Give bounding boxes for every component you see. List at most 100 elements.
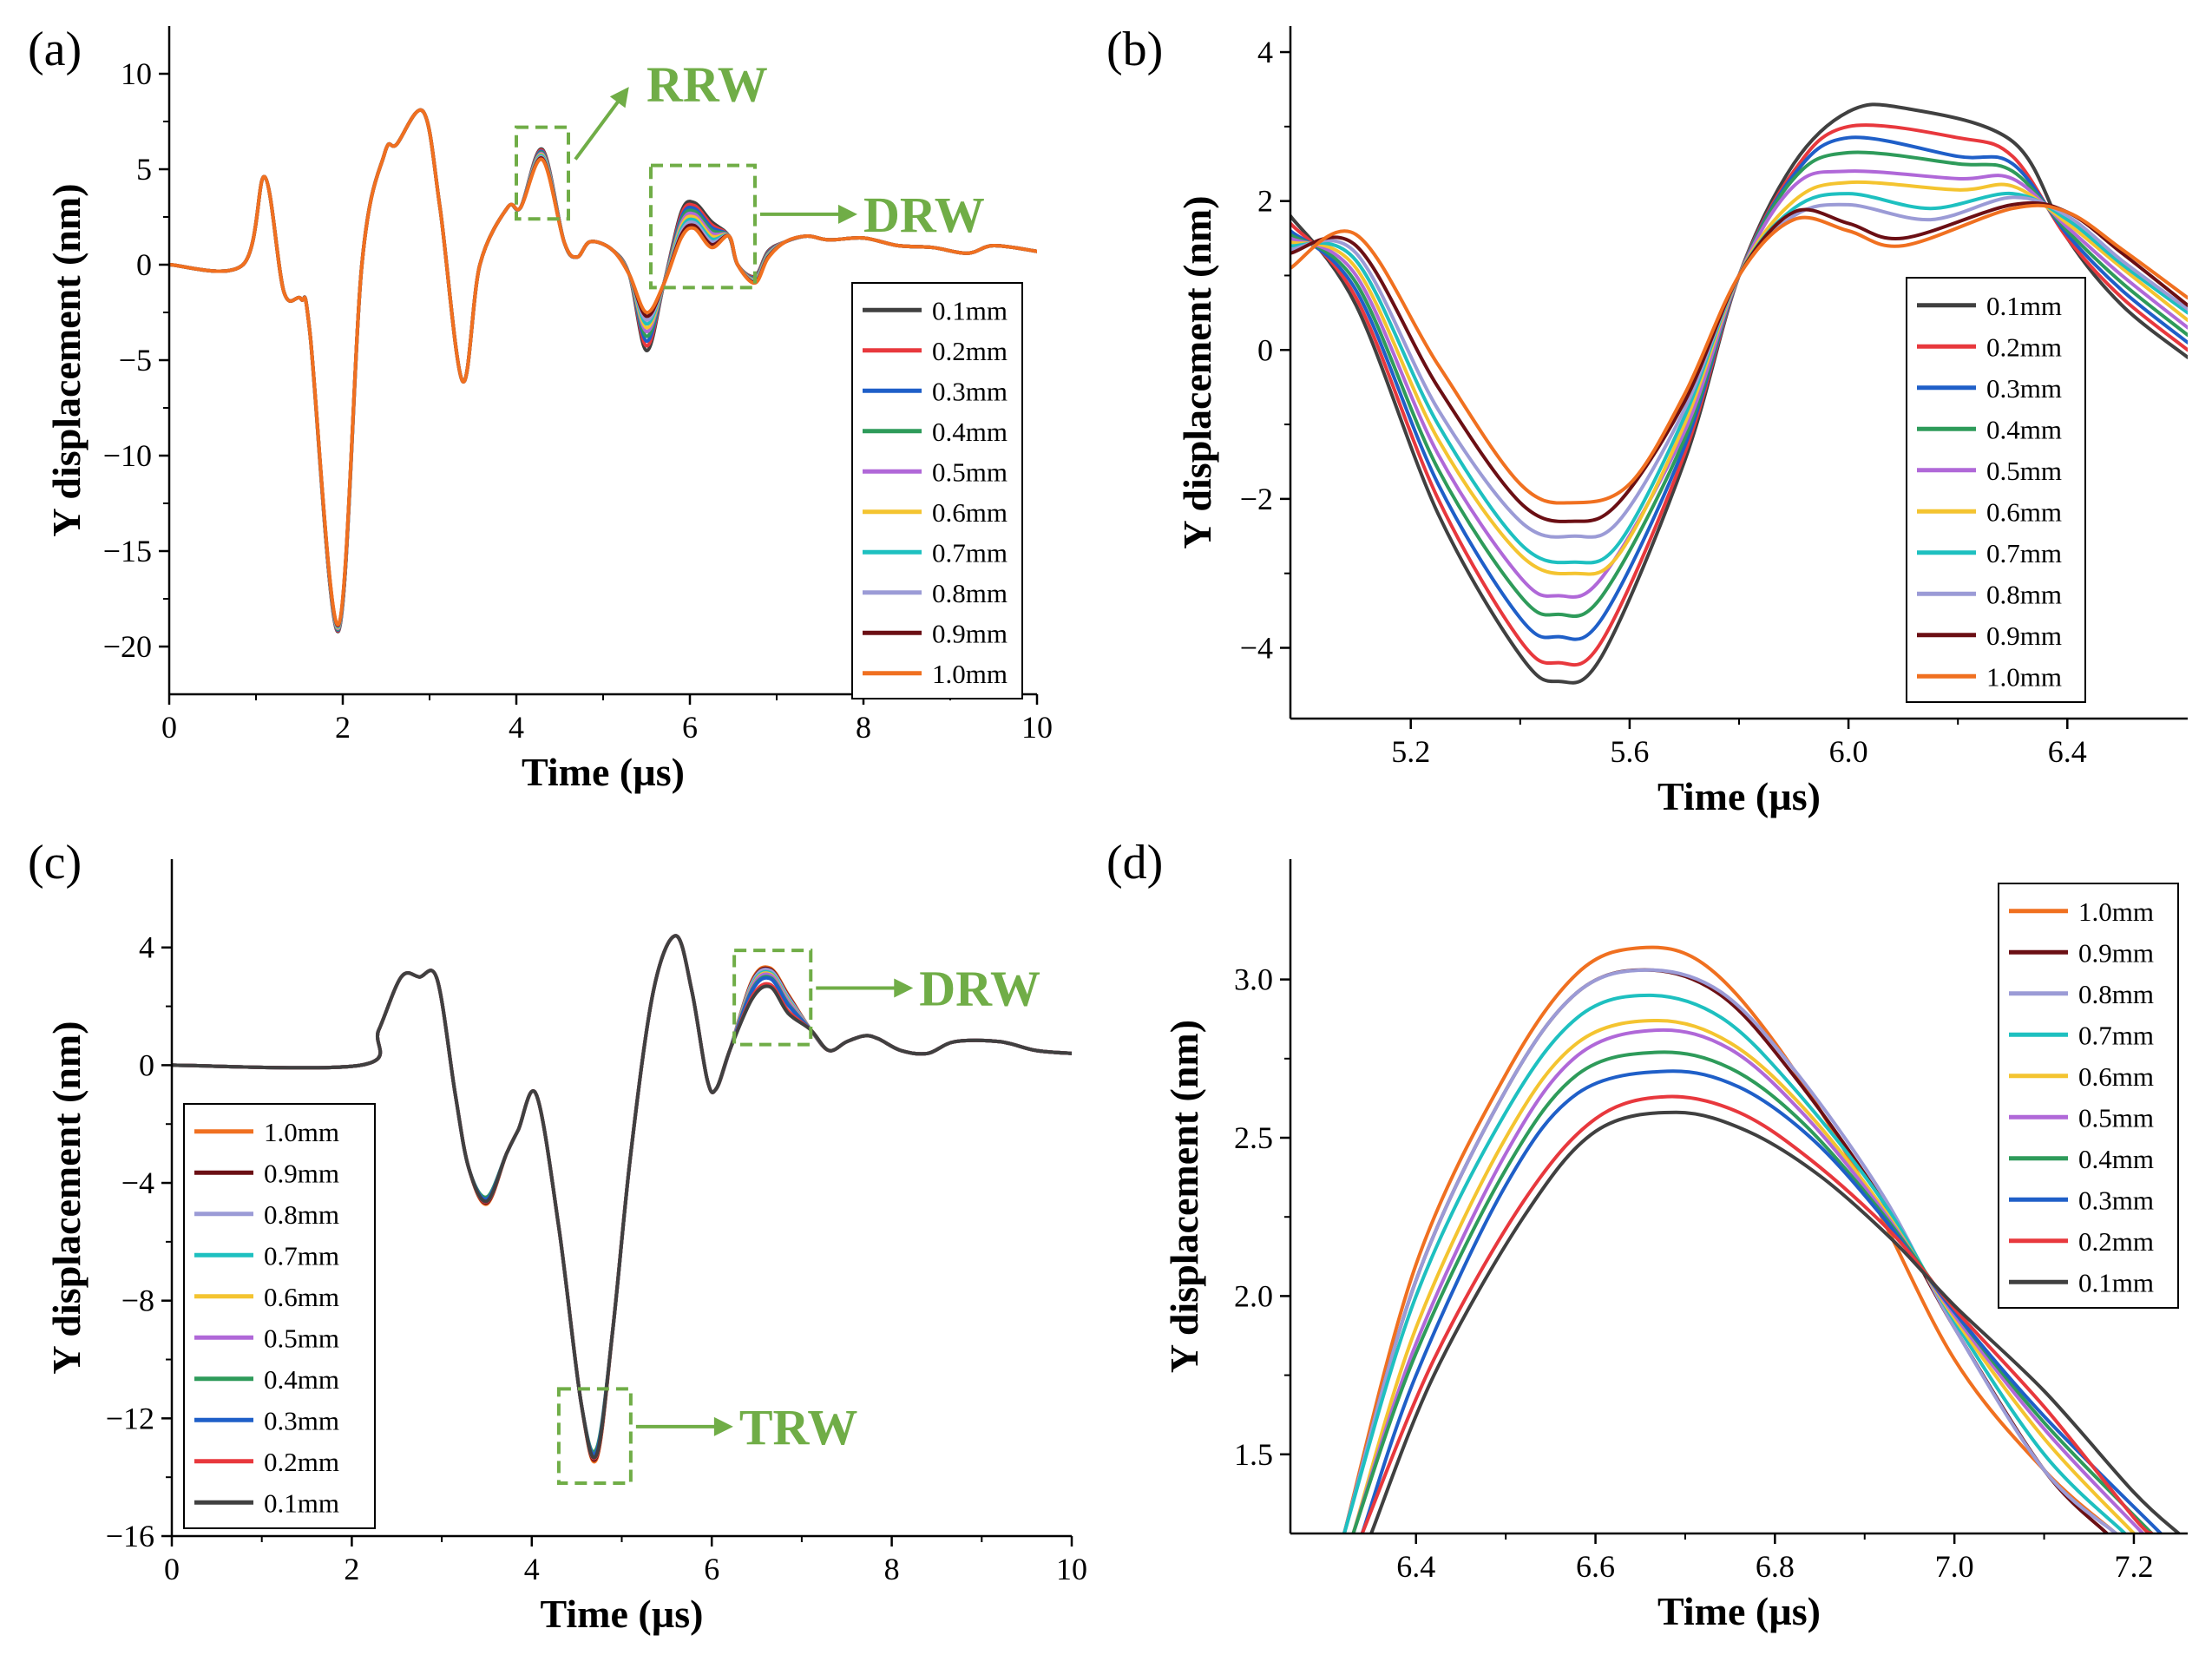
legend-item-label: 0.3mm [932, 376, 1008, 406]
series-line-0_1mm [1369, 1110, 2181, 1533]
legend: 1.0mm 0.9mm 0.8mm 0.7mm 0.6mm 0.5mm 0.4mm 0.3mm… [1998, 883, 2179, 1309]
series-line-0_6mm [1351, 1019, 2136, 1533]
x-tick-label: 5.6 [1610, 734, 1649, 769]
annotation-arrow-head [894, 978, 914, 998]
y-tick-label: −8 [121, 1284, 154, 1318]
legend-item-label: 0.4mm [1986, 414, 2062, 444]
annotation-arrow-head [838, 204, 857, 224]
series-lines [1342, 945, 2181, 1533]
series-line-1_0mm [1290, 203, 2188, 505]
y-tick-label: −15 [103, 534, 152, 568]
x-tick-label: 4 [509, 710, 524, 745]
legend-item-label: 0.1mm [2078, 1267, 2154, 1297]
y-tick-label: −12 [106, 1401, 154, 1435]
x-axis-title: Time (µs) [1657, 774, 1821, 818]
series-line-0_3mm [1360, 1069, 2163, 1533]
legend-item-label: 1.0mm [264, 1117, 339, 1147]
x-tick-label: 7.2 [2114, 1549, 2153, 1584]
annotation-box [732, 949, 813, 1047]
series-line-0_9mm [1342, 968, 2109, 1533]
panel-label: (b) [1106, 23, 1163, 76]
annotation-label: DRW [863, 187, 985, 243]
panel-label: (d) [1106, 836, 1163, 890]
y-tick-label: 0 [136, 247, 152, 282]
x-tick-label: 8 [856, 710, 871, 745]
legend-item-label: 0.6mm [1986, 496, 2062, 527]
legend-box [183, 1103, 376, 1529]
annotation-drw: DRW [649, 163, 985, 290]
y-tick-label: 2.0 [1234, 1278, 1273, 1313]
legend-item-label: 0.1mm [264, 1487, 339, 1518]
series-lines [1290, 102, 2188, 685]
annotation-arrow-head [713, 1416, 733, 1436]
y-tick-label: 0 [1257, 332, 1273, 367]
x-tick-label: 0 [164, 1552, 180, 1586]
x-tick-label: 6.6 [1576, 1549, 1615, 1584]
series-line-0_4mm [1351, 1050, 2154, 1533]
y-tick-label: −10 [103, 438, 152, 473]
legend-item-label: 0.2mm [932, 336, 1008, 366]
series-line-0_2mm [1360, 1094, 2154, 1533]
legend-item-label: 0.7mm [264, 1240, 339, 1271]
panel-b: 5.2 5.6 6.0 6.4 −4 −2 0 2 4 Time (µs) Y displaceme… [1106, 23, 2188, 818]
series-line-0_5mm [1351, 1028, 2145, 1533]
legend-item-label: 0.9mm [264, 1158, 339, 1188]
legend-item-label: 0.3mm [2078, 1185, 2154, 1215]
x-tick-label: 6 [704, 1552, 719, 1586]
y-tick-label: 0 [139, 1047, 154, 1082]
y-tick-label: −16 [106, 1519, 154, 1553]
y-tick-label: −20 [103, 629, 152, 664]
y-tick-label: −4 [121, 1166, 154, 1200]
legend-item-label: 0.6mm [2078, 1061, 2154, 1092]
annotation-box [556, 1387, 633, 1485]
x-tick-label: 10 [1056, 1552, 1087, 1586]
legend-item-label: 0.5mm [932, 456, 1008, 487]
y-axis-title: Y displacement (nm) [1175, 195, 1219, 548]
annotation-trw: TRW [556, 1387, 858, 1485]
x-tick-label: 2 [335, 710, 351, 745]
legend: 0.1mm 0.2mm 0.3mm 0.4mm 0.5mm 0.6mm 0.7mm 0.8mm… [851, 282, 1023, 699]
legend-item-label: 0.8mm [264, 1199, 339, 1230]
legend-item-label: 1.0mm [932, 659, 1008, 689]
x-tick-label: 6 [682, 710, 698, 745]
series-line-0_7mm [1342, 993, 2127, 1533]
annotation-label: DRW [919, 961, 1040, 1017]
legend-item-label: 0.5mm [264, 1323, 339, 1353]
annotation-box [649, 163, 757, 290]
x-tick-label: 5.2 [1391, 734, 1430, 769]
legend: 1.0mm 0.9mm 0.8mm 0.7mm 0.6mm 0.5mm 0.4mm 0.3mm… [183, 1103, 376, 1529]
legend-item-label: 0.7mm [1986, 538, 2062, 568]
annotation-label: TRW [739, 1399, 858, 1455]
x-tick-label: 6.0 [1829, 734, 1868, 769]
legend-item-label: 0.2mm [1986, 332, 2062, 362]
x-tick-label: 8 [884, 1552, 900, 1586]
legend-item-label: 0.2mm [2078, 1226, 2154, 1257]
series-lines [172, 934, 1072, 1464]
legend-item-label: 0.7mm [932, 537, 1008, 568]
annotation-label: RRW [647, 56, 768, 113]
y-tick-label: 4 [1257, 35, 1273, 69]
x-axis-title: Time (µs) [541, 1592, 704, 1636]
legend-item-label: 0.4mm [264, 1364, 339, 1395]
legend-item-label: 0.9mm [1986, 621, 2062, 651]
panel-label: (c) [28, 836, 82, 890]
legend-item-label: 0.2mm [264, 1447, 339, 1477]
legend-item-label: 0.6mm [932, 497, 1008, 528]
legend-item-label: 1.0mm [1986, 661, 2062, 692]
legend-item-label: 0.4mm [932, 417, 1008, 447]
legend-item-label: 0.4mm [2078, 1144, 2154, 1174]
legend-item-label: 0.5mm [2078, 1102, 2154, 1133]
x-tick-label: 10 [1021, 710, 1053, 745]
panel-a: 0 2 4 6 8 10 −20 −15 −10 −5 0 5 10 Time (µs) Y displac… [28, 23, 1053, 794]
legend-item-label: 0.9mm [2078, 937, 2154, 968]
x-tick-label: 4 [524, 1552, 540, 1586]
x-tick-label: 2 [344, 1552, 359, 1586]
annotation-arrow-head [609, 87, 629, 108]
legend-item-label: 0.8mm [2078, 979, 2154, 1009]
x-tick-label: 7.0 [1935, 1549, 1974, 1584]
legend-item-label: 0.5mm [1986, 456, 2062, 486]
x-axis-title: Time (µs) [1657, 1589, 1821, 1633]
y-tick-label: 5 [136, 152, 152, 187]
series-line-0_8mm [1342, 968, 2118, 1533]
